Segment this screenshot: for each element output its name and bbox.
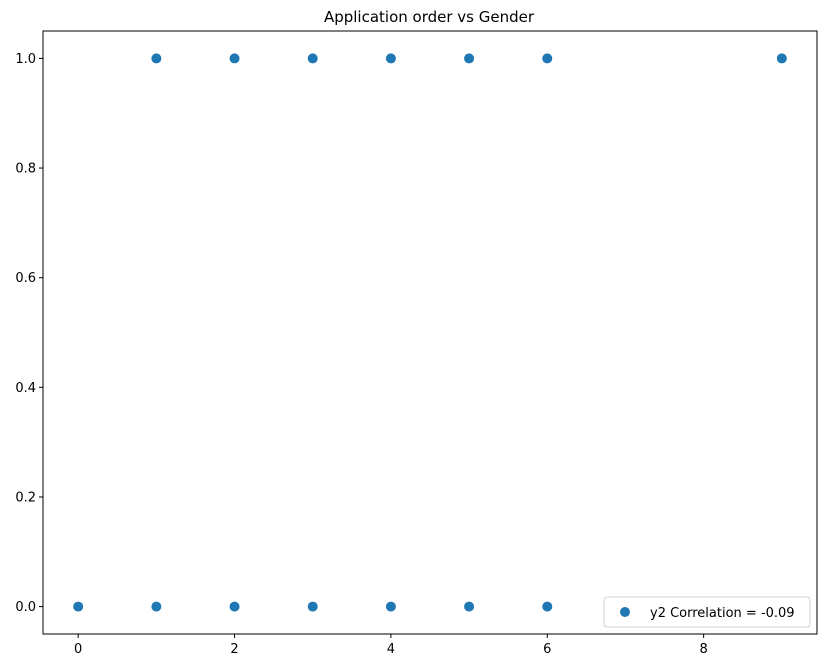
plot-frame: [42, 30, 818, 635]
data-point: [151, 601, 162, 612]
data-point: [542, 53, 553, 64]
data-point: [464, 53, 475, 64]
x-tick-label: 6: [543, 642, 551, 657]
y-tick-label: 0.2: [15, 490, 36, 505]
x-tick-label: 2: [230, 642, 238, 657]
y-tick-label: 0.4: [15, 381, 36, 396]
data-point: [229, 53, 240, 64]
data-point: [73, 601, 84, 612]
y-tick-label: 0.8: [15, 162, 36, 177]
chart-title: Application order vs Gender: [324, 8, 535, 26]
data-point: [307, 53, 318, 64]
legend-marker: [620, 607, 630, 617]
data-point: [385, 53, 396, 64]
data-point: [151, 53, 162, 64]
x-tick-label: 8: [699, 642, 707, 657]
data-points: [73, 53, 787, 612]
axes: 0 2 4 6 8 0.0 0.2 0.4 0.6 0.8 1.0: [15, 30, 818, 657]
data-point: [542, 601, 553, 612]
x-tick-label: 0: [74, 642, 82, 657]
y-tick-label: 0.0: [15, 600, 36, 615]
data-point: [307, 601, 318, 612]
legend-box: [603, 596, 811, 628]
data-point: [776, 53, 787, 64]
y-tick-label: 1.0: [15, 52, 36, 67]
data-point: [229, 601, 240, 612]
data-point: [385, 601, 396, 612]
legend: y2 Correlation = -0.09: [603, 596, 811, 628]
data-point: [464, 601, 475, 612]
y-tick-label: 0.6: [15, 271, 36, 286]
x-tick-label: 4: [387, 642, 395, 657]
legend-label: y2 Correlation = -0.09: [650, 606, 795, 621]
